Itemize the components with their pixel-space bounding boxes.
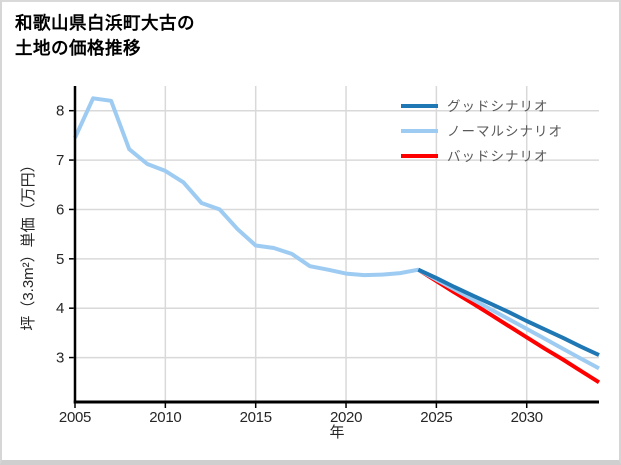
x-tick-label-2015: 2015 bbox=[240, 409, 272, 426]
legend-label-bad: バッドシナリオ bbox=[447, 149, 549, 164]
series-line-normal bbox=[73, 96, 600, 371]
y-tick-label-7: 7 bbox=[56, 152, 64, 169]
x-tick-label-2005: 2005 bbox=[59, 409, 91, 426]
legend-item-normal: ノーマルシナリオ bbox=[401, 124, 563, 139]
y-tick-label-5: 5 bbox=[56, 251, 64, 268]
x-tick-label-2025: 2025 bbox=[420, 409, 452, 426]
series-line-bad bbox=[417, 268, 601, 384]
x-tick-label-2030: 2030 bbox=[511, 409, 543, 426]
y-tick-label-4: 4 bbox=[56, 300, 64, 317]
y-tick-label-3: 3 bbox=[56, 350, 64, 367]
legend-label-normal: ノーマルシナリオ bbox=[447, 124, 563, 139]
legend-item-bad: バッドシナリオ bbox=[401, 149, 549, 164]
legend-label-good: グッドシナリオ bbox=[447, 99, 549, 114]
grid-layer bbox=[75, 86, 599, 402]
y-tick-label-6: 6 bbox=[56, 201, 64, 218]
title-line-2: 土地の価格推移 bbox=[15, 37, 141, 58]
x-axis-label: 年 bbox=[329, 424, 344, 441]
y-axis-label: 坪（3.3m²）単価（万円） bbox=[20, 157, 37, 330]
x-tick-label-2020: 2020 bbox=[330, 409, 362, 426]
x-tick-label-2010: 2010 bbox=[149, 409, 181, 426]
series-layer bbox=[73, 96, 601, 384]
y-tick-label-8: 8 bbox=[56, 103, 64, 120]
page-title: 和歌山県白浜町大古の 土地の価格推移 bbox=[15, 11, 195, 61]
axis-layer: 2005 2010 2015 2020 2025 2030 3 4 5 6 7 8 bbox=[56, 86, 599, 426]
series-line-good bbox=[417, 267, 600, 357]
legend-item-good: グッドシナリオ bbox=[401, 99, 549, 114]
title-line-1: 和歌山県白浜町大古の bbox=[15, 13, 195, 33]
